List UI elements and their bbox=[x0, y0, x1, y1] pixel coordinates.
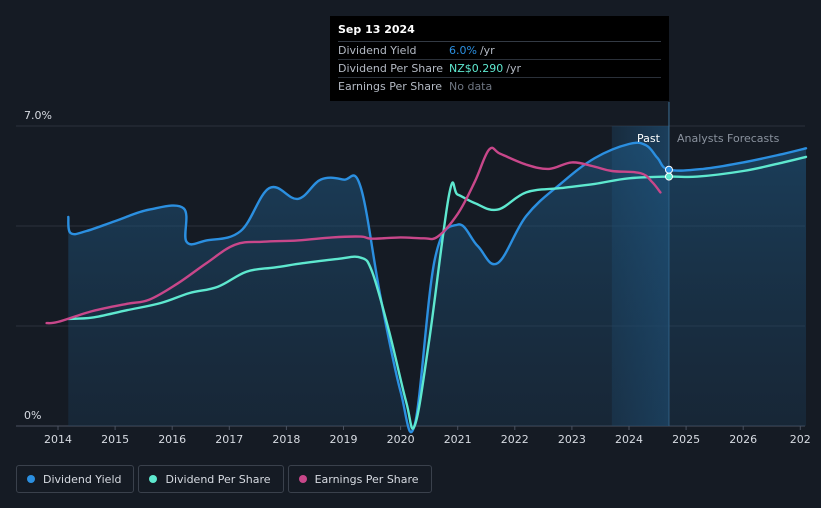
x-tick-label: 2023 bbox=[558, 433, 586, 446]
tooltip-nodata: No data bbox=[449, 80, 493, 93]
legend-item-earnings-per-share[interactable]: Earnings Per Share bbox=[287, 465, 432, 493]
tooltip-unit: /yr bbox=[479, 44, 495, 57]
dividend-yield-line bbox=[67, 141, 808, 434]
earnings-per-share-line bbox=[45, 146, 662, 325]
dividend-yield-marker bbox=[664, 165, 673, 174]
tooltip-row-earnings-per-share: Earnings Per Share No data bbox=[338, 78, 661, 95]
legend-item-dividend-per-share[interactable]: Dividend Per Share bbox=[138, 465, 284, 493]
legend-dot-icon bbox=[149, 475, 158, 483]
legend-dot-icon bbox=[27, 475, 35, 483]
tooltip-label: Earnings Per Share bbox=[338, 80, 443, 93]
x-tick-label: 2014 bbox=[44, 433, 72, 446]
tooltip-unit: /yr bbox=[506, 62, 522, 75]
tooltip-panel: Sep 13 2024 Dividend Yield 6.0% /yr Divi… bbox=[330, 16, 669, 101]
tooltip-row-dividend-yield: Dividend Yield 6.0% /yr bbox=[338, 42, 661, 60]
past-label: Past bbox=[637, 132, 661, 145]
x-tick-label: 2016 bbox=[158, 433, 186, 446]
x-tick-label: 202 bbox=[790, 433, 811, 446]
tooltip-value: 6.0% bbox=[449, 44, 477, 57]
legend-label: Earnings Per Share bbox=[314, 472, 419, 486]
legend-item-dividend-yield[interactable]: Dividend Yield bbox=[16, 465, 135, 493]
x-tick-label: 2019 bbox=[330, 433, 358, 446]
dividend-per-share-marker bbox=[664, 172, 673, 181]
forecast-label: Analysts Forecasts bbox=[677, 132, 780, 145]
y-tick-label: 7.0% bbox=[24, 109, 52, 122]
tooltip-row-dividend-per-share: Dividend Per Share NZ$0.290 /yr bbox=[338, 60, 661, 78]
x-tick-label: 2022 bbox=[501, 433, 529, 446]
tooltip-label: Dividend Yield bbox=[338, 44, 417, 57]
x-tick-label: 2024 bbox=[615, 433, 643, 446]
tooltip-label: Dividend Per Share bbox=[338, 62, 444, 75]
x-tick-label: 2020 bbox=[387, 433, 415, 446]
legend-dot-icon bbox=[298, 475, 307, 483]
y-tick-label: 0% bbox=[24, 409, 41, 422]
dividend-per-share-line bbox=[67, 155, 808, 430]
legend-label: Dividend Yield bbox=[43, 472, 122, 486]
x-tick-label: 2015 bbox=[101, 433, 129, 446]
tooltip-date: Sep 13 2024 bbox=[338, 23, 661, 42]
legend-label: Dividend Per Share bbox=[165, 472, 271, 486]
x-tick-label: 2025 bbox=[672, 433, 700, 446]
x-tick-label: 2021 bbox=[444, 433, 472, 446]
chart-legend: Dividend Yield Dividend Per Share Earnin… bbox=[16, 465, 432, 493]
x-tick-label: 2018 bbox=[272, 433, 300, 446]
tooltip-value: NZ$0.290 bbox=[449, 62, 504, 75]
x-tick-label: 2026 bbox=[729, 433, 757, 446]
x-tick-label: 2017 bbox=[215, 433, 243, 446]
